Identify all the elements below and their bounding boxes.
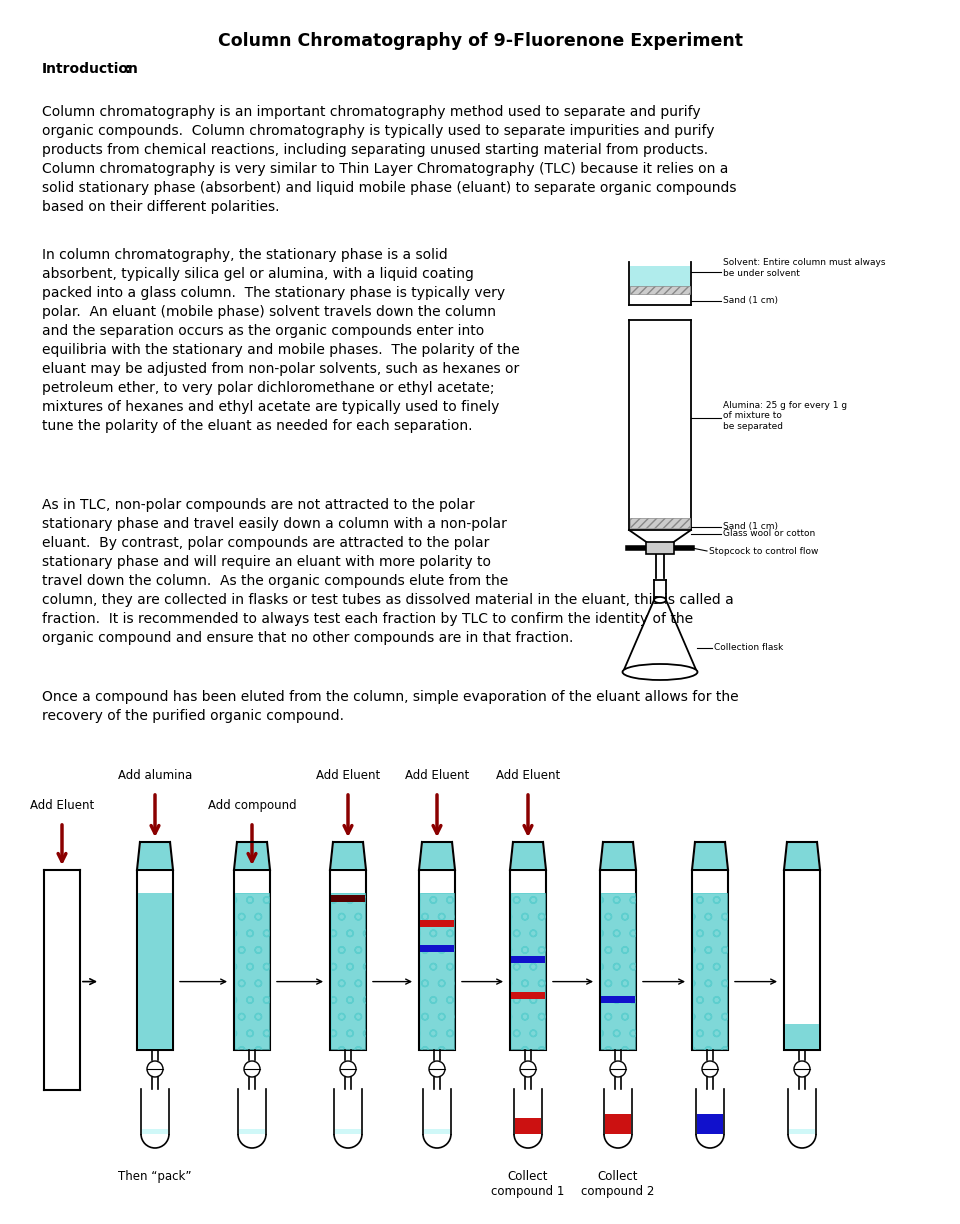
- Text: Glass wool or cotton: Glass wool or cotton: [723, 530, 815, 539]
- Polygon shape: [235, 843, 269, 869]
- Text: Alumina: 25 g for every 1 g
of mixture to
be separated: Alumina: 25 g for every 1 g of mixture t…: [723, 401, 847, 431]
- Bar: [137, 870, 173, 1050]
- Circle shape: [610, 1061, 626, 1077]
- Bar: [331, 892, 365, 1049]
- Bar: [646, 542, 674, 554]
- Circle shape: [702, 1061, 718, 1077]
- Bar: [601, 995, 635, 1002]
- Bar: [420, 892, 454, 1049]
- Bar: [697, 1114, 723, 1133]
- Text: Solvent: Entire column must always
be under solvent: Solvent: Entire column must always be un…: [723, 258, 885, 278]
- Text: Add alumina: Add alumina: [118, 769, 192, 782]
- Circle shape: [794, 1061, 810, 1077]
- Bar: [330, 870, 366, 1050]
- Bar: [419, 870, 455, 1050]
- Bar: [692, 870, 728, 1050]
- Text: In column chromatography, the stationary phase is a solid
absorbent, typically s: In column chromatography, the stationary…: [42, 248, 519, 432]
- Text: Add compound: Add compound: [207, 799, 297, 812]
- Text: Introduction: Introduction: [42, 62, 139, 76]
- Bar: [235, 892, 269, 1049]
- Bar: [511, 892, 545, 1049]
- Bar: [789, 1129, 815, 1133]
- Bar: [693, 892, 727, 1049]
- Bar: [785, 1024, 819, 1049]
- Bar: [420, 945, 454, 952]
- Bar: [630, 286, 690, 294]
- Ellipse shape: [622, 663, 698, 681]
- Bar: [511, 892, 545, 1049]
- Circle shape: [429, 1061, 445, 1077]
- Circle shape: [520, 1061, 536, 1077]
- Bar: [510, 870, 546, 1050]
- Text: Column chromatography is an important chromatography method used to separate and: Column chromatography is an important ch…: [42, 105, 736, 214]
- Polygon shape: [601, 843, 635, 869]
- Bar: [630, 267, 690, 294]
- Text: Stopcock to control flow: Stopcock to control flow: [709, 546, 818, 556]
- Circle shape: [147, 1061, 163, 1077]
- Polygon shape: [511, 843, 545, 869]
- Polygon shape: [138, 843, 172, 869]
- Polygon shape: [693, 843, 727, 869]
- Text: Once a compound has been eluted from the column, simple evaporation of the eluan: Once a compound has been eluted from the…: [42, 690, 738, 723]
- Bar: [142, 1129, 168, 1133]
- Bar: [693, 892, 727, 1049]
- Bar: [601, 892, 635, 1049]
- Text: Sand (1 cm): Sand (1 cm): [723, 296, 778, 306]
- Text: Collect
compound 2: Collect compound 2: [582, 1170, 655, 1198]
- Text: Add Eluent: Add Eluent: [316, 769, 380, 782]
- Text: Column Chromatography of 9-Fluorenone Experiment: Column Chromatography of 9-Fluorenone Ex…: [218, 32, 742, 50]
- Polygon shape: [623, 600, 697, 672]
- Text: As in TLC, non-polar compounds are not attracted to the polar
stationary phase a: As in TLC, non-polar compounds are not a…: [42, 498, 733, 645]
- Polygon shape: [331, 843, 365, 869]
- Bar: [234, 870, 270, 1050]
- Bar: [335, 1129, 361, 1133]
- Circle shape: [244, 1061, 260, 1077]
- Polygon shape: [420, 843, 454, 869]
- Text: Collect
compound 1: Collect compound 1: [492, 1170, 564, 1198]
- Text: Then “pack”: Then “pack”: [118, 1170, 192, 1184]
- Circle shape: [340, 1061, 356, 1077]
- Bar: [235, 892, 269, 1049]
- Bar: [601, 892, 635, 1049]
- Bar: [420, 892, 454, 1049]
- Bar: [331, 895, 365, 902]
- Bar: [424, 1129, 450, 1133]
- Bar: [420, 920, 454, 927]
- Text: Add Eluent: Add Eluent: [496, 769, 560, 782]
- Text: Sand (1 cm): Sand (1 cm): [723, 523, 778, 531]
- Bar: [138, 892, 172, 1049]
- Bar: [630, 518, 690, 528]
- Bar: [511, 956, 545, 963]
- Bar: [239, 1129, 265, 1133]
- Bar: [515, 1119, 541, 1133]
- Bar: [600, 870, 636, 1050]
- Bar: [605, 1114, 631, 1133]
- Text: Add Eluent: Add Eluent: [405, 769, 469, 782]
- Text: Collection flask: Collection flask: [714, 644, 783, 652]
- Text: :: :: [124, 62, 130, 76]
- Bar: [331, 892, 365, 1049]
- Bar: [784, 870, 820, 1050]
- Polygon shape: [785, 843, 819, 869]
- Text: Add Eluent: Add Eluent: [30, 799, 94, 812]
- Ellipse shape: [654, 597, 666, 603]
- Bar: [511, 991, 545, 999]
